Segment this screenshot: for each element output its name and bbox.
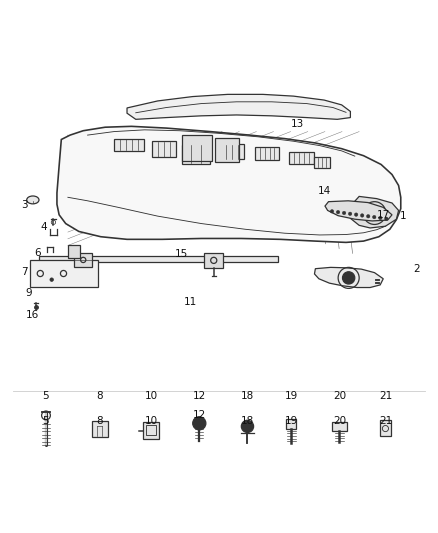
Circle shape <box>354 213 358 216</box>
Text: 8: 8 <box>96 416 103 426</box>
Text: 5: 5 <box>42 391 49 401</box>
Bar <box>68 246 80 258</box>
Text: 11: 11 <box>184 297 197 308</box>
Text: 9: 9 <box>25 288 32 298</box>
Polygon shape <box>314 268 383 287</box>
Text: 15: 15 <box>175 249 188 259</box>
Text: 20: 20 <box>333 391 346 401</box>
Text: 13: 13 <box>291 119 304 129</box>
Text: 21: 21 <box>379 416 392 426</box>
Circle shape <box>367 214 370 218</box>
Text: 5: 5 <box>42 416 49 426</box>
Bar <box>30 260 98 287</box>
Text: 12: 12 <box>193 410 206 421</box>
Circle shape <box>241 420 254 432</box>
Circle shape <box>330 209 334 213</box>
Circle shape <box>372 215 376 219</box>
Text: 21: 21 <box>379 391 392 401</box>
Bar <box>182 144 210 164</box>
Text: 6: 6 <box>34 248 41 259</box>
Bar <box>314 157 330 168</box>
Text: 19: 19 <box>285 391 298 401</box>
Bar <box>255 147 279 160</box>
Bar <box>182 135 212 161</box>
Bar <box>143 422 159 439</box>
Text: 3: 3 <box>21 200 28 210</box>
Circle shape <box>385 217 388 221</box>
Bar <box>220 144 244 159</box>
Text: 10: 10 <box>145 416 158 426</box>
Circle shape <box>343 272 355 284</box>
Circle shape <box>378 216 382 220</box>
Text: 4: 4 <box>40 222 47 232</box>
Ellipse shape <box>27 196 39 204</box>
Bar <box>286 419 296 429</box>
Circle shape <box>360 214 364 217</box>
Bar <box>39 255 278 262</box>
Circle shape <box>50 278 53 281</box>
Polygon shape <box>350 197 399 228</box>
Bar <box>114 139 144 151</box>
Bar <box>204 253 223 268</box>
Circle shape <box>348 212 352 215</box>
Bar <box>92 421 108 437</box>
Bar <box>332 422 347 431</box>
Text: 12: 12 <box>193 391 206 401</box>
Bar <box>289 152 314 164</box>
Text: 1: 1 <box>399 211 406 221</box>
Text: 17: 17 <box>377 210 390 220</box>
Bar <box>380 420 391 435</box>
Circle shape <box>343 211 346 215</box>
Text: 2: 2 <box>413 264 420 273</box>
Circle shape <box>193 417 206 430</box>
Circle shape <box>367 206 381 220</box>
Bar <box>146 425 156 435</box>
Text: 16: 16 <box>26 310 39 320</box>
Text: 18: 18 <box>241 416 254 426</box>
Circle shape <box>336 211 340 214</box>
Polygon shape <box>127 94 350 119</box>
Polygon shape <box>57 126 401 243</box>
Text: 19: 19 <box>285 416 298 426</box>
Text: 8: 8 <box>96 391 103 401</box>
Bar <box>215 138 239 162</box>
Text: 20: 20 <box>333 416 346 426</box>
Text: 18: 18 <box>241 391 254 401</box>
Bar <box>74 253 92 266</box>
Text: 10: 10 <box>145 391 158 401</box>
Polygon shape <box>325 201 392 221</box>
Bar <box>152 141 176 157</box>
Text: 7: 7 <box>21 267 28 277</box>
Text: 14: 14 <box>318 186 331 196</box>
